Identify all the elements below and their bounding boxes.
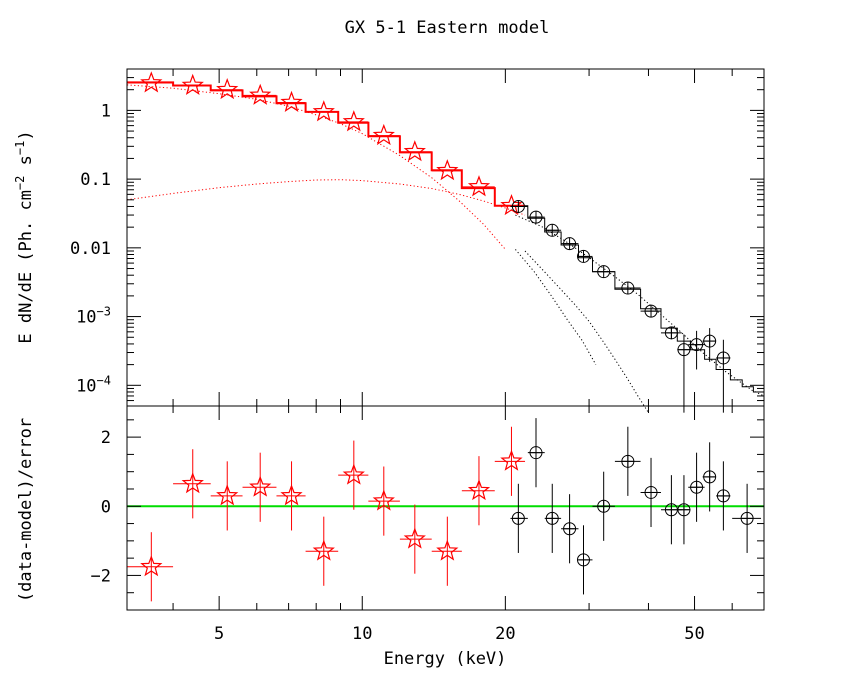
star-marker xyxy=(249,475,272,497)
star-marker xyxy=(436,159,459,181)
star-marker xyxy=(342,463,365,485)
model-component-curve xyxy=(515,214,765,397)
y-tick-label: −2 xyxy=(91,566,111,586)
x-tick-label: 20 xyxy=(495,624,515,644)
spectrum-data-points xyxy=(127,71,731,413)
star-marker xyxy=(372,489,395,511)
model-components xyxy=(126,84,765,413)
model-step-line xyxy=(510,205,764,393)
y-tick-label: 2 xyxy=(101,428,111,448)
star-marker xyxy=(403,527,426,549)
star-marker xyxy=(216,77,239,100)
model-component-curve xyxy=(524,250,649,413)
upper-y-axis-label: E dN/dE (Ph. cm−2 s−1) xyxy=(13,130,36,343)
star-marker xyxy=(467,478,491,501)
y-tick-label: 10−3 xyxy=(76,305,111,328)
x-tick-label: 10 xyxy=(352,624,372,644)
y-tick-label: 0.01 xyxy=(70,239,111,259)
chart-title: GX 5-1 Eastern model xyxy=(345,18,550,38)
x-axis-label: Energy (keV) xyxy=(384,649,507,669)
tick-exponent: −3 xyxy=(97,305,111,319)
model-step-line xyxy=(127,81,525,207)
ylabel-text: E dN/dE (Ph. cm xyxy=(16,190,36,344)
ylabel-text: ) xyxy=(16,130,36,140)
upper-plot-frame xyxy=(126,68,765,407)
upper-axis-ticks xyxy=(127,68,765,407)
ylabel-exponent: −1 xyxy=(13,141,27,155)
y-tick-label: 0 xyxy=(101,497,111,517)
model-component-curve xyxy=(515,249,597,365)
ylabel-exponent: −2 xyxy=(13,176,27,190)
lower-plot-frame xyxy=(126,405,765,611)
star-marker xyxy=(312,100,335,122)
residual-data-points xyxy=(127,418,762,602)
y-tick-label: 0.1 xyxy=(80,170,111,190)
star-marker xyxy=(140,71,163,93)
model-component-curve xyxy=(126,84,506,250)
star-marker xyxy=(280,484,303,506)
y-tick-label: 10−4 xyxy=(76,373,111,396)
star-marker xyxy=(372,123,395,146)
residual-y-axis-label: (data-model)/error xyxy=(16,418,36,602)
ylabel-text: s xyxy=(16,155,36,175)
x-tick-label: 50 xyxy=(684,624,704,644)
star-marker xyxy=(181,472,204,494)
x-tick-label: 5 xyxy=(214,624,224,644)
star-marker xyxy=(181,73,204,96)
star-marker xyxy=(216,484,239,506)
star-marker xyxy=(342,110,365,132)
star-marker xyxy=(249,83,272,105)
x-tick-labels: 5 10 20 50 xyxy=(214,624,705,644)
tick-exponent: −4 xyxy=(97,373,111,387)
model-component-curve xyxy=(126,179,526,216)
star-marker xyxy=(467,175,491,197)
star-marker xyxy=(280,90,303,112)
residual-panel: 20−2 5 10 20 50 (data-model)/error Energy (… xyxy=(16,405,765,669)
star-marker xyxy=(403,140,426,162)
lower-tick-labels: 2 0 −2 xyxy=(91,428,111,586)
y-tick-label: 1 xyxy=(101,101,111,121)
tick-mantissa: 10 xyxy=(76,376,96,396)
star-marker xyxy=(436,539,459,561)
tick-mantissa: 10 xyxy=(76,308,96,328)
star-marker xyxy=(140,555,163,577)
star-marker xyxy=(312,539,335,561)
lower-axis-ticks xyxy=(127,406,765,611)
model-histograms xyxy=(127,81,764,393)
star-marker xyxy=(500,449,523,471)
